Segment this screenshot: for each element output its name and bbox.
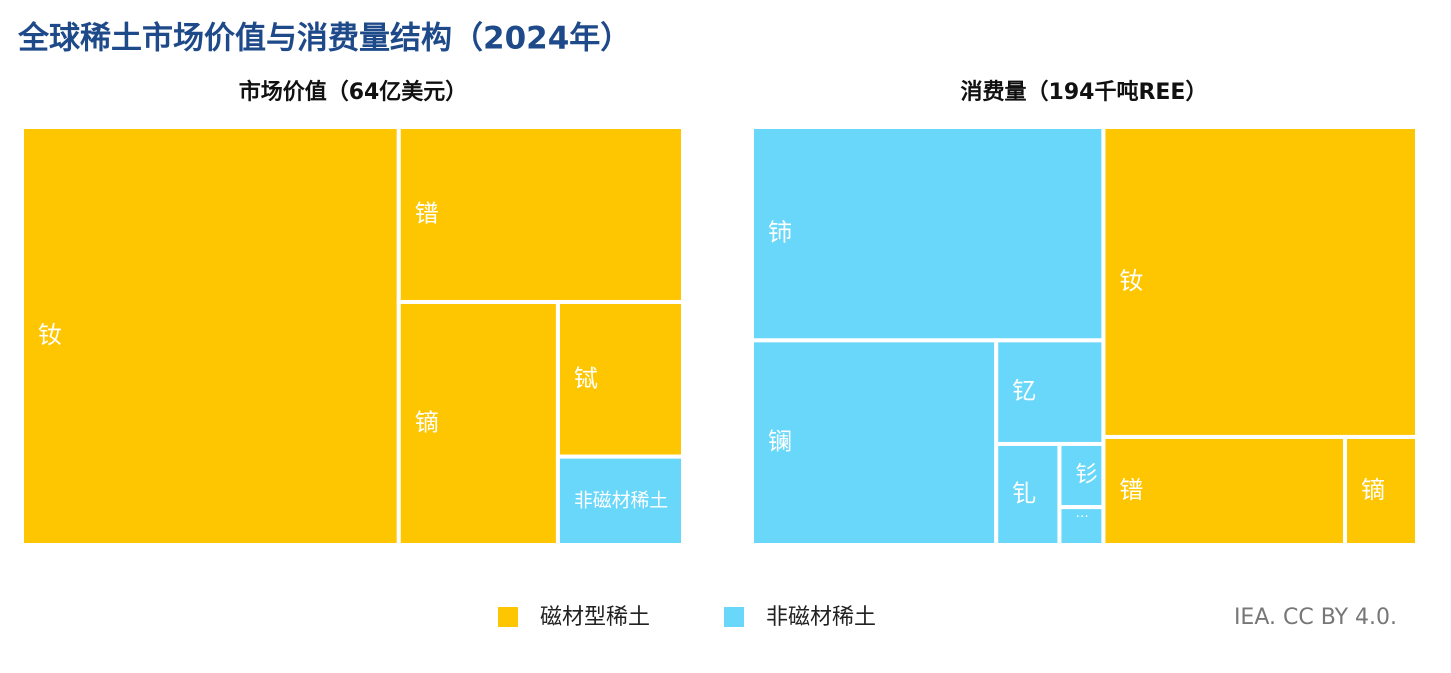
treemap-cell	[20, 125, 401, 547]
legend-label: 非磁材稀土	[766, 605, 876, 630]
cell-label: 非磁材稀土	[574, 489, 668, 511]
legend-label: 磁材型稀土	[540, 605, 650, 630]
cell-label: 镝	[1361, 476, 1385, 504]
chart-title: 消费量（194千吨REE）	[961, 80, 1208, 105]
source: IEA. CC BY 4.0.	[1234, 605, 1397, 630]
cell-label: 钆	[1012, 479, 1036, 507]
treemap-cell	[396, 125, 685, 304]
cell-label: 镝	[415, 408, 439, 436]
legend-swatch	[724, 607, 744, 627]
legend-swatch	[498, 607, 518, 627]
treemap-cell	[555, 299, 685, 459]
treemap-cell	[555, 454, 685, 547]
treemap-cell	[750, 125, 1106, 343]
treemap-cell	[1101, 125, 1420, 439]
cell-label: 铈	[768, 219, 792, 247]
treemap-cell	[1343, 434, 1419, 548]
cell-label: 钇	[1012, 377, 1036, 405]
treemap-cell	[1101, 434, 1348, 548]
cell-label: 钐	[1075, 462, 1097, 488]
cell-label: …	[1075, 506, 1088, 521]
treemap-cell	[1057, 505, 1106, 548]
cell-label: 镨	[1119, 476, 1143, 504]
treemap-cell	[396, 299, 560, 547]
cell-label: 钕	[1119, 267, 1143, 295]
cell-label: 镧	[768, 428, 792, 456]
page-title: 全球稀土市场价值与消费量结构（2024年）	[17, 21, 631, 57]
cell-label: 钕	[38, 321, 62, 349]
chart-title: 市场价值（64亿美元）	[239, 79, 468, 105]
cell-label: 铽	[574, 364, 598, 392]
cell-label: 镨	[415, 199, 439, 227]
